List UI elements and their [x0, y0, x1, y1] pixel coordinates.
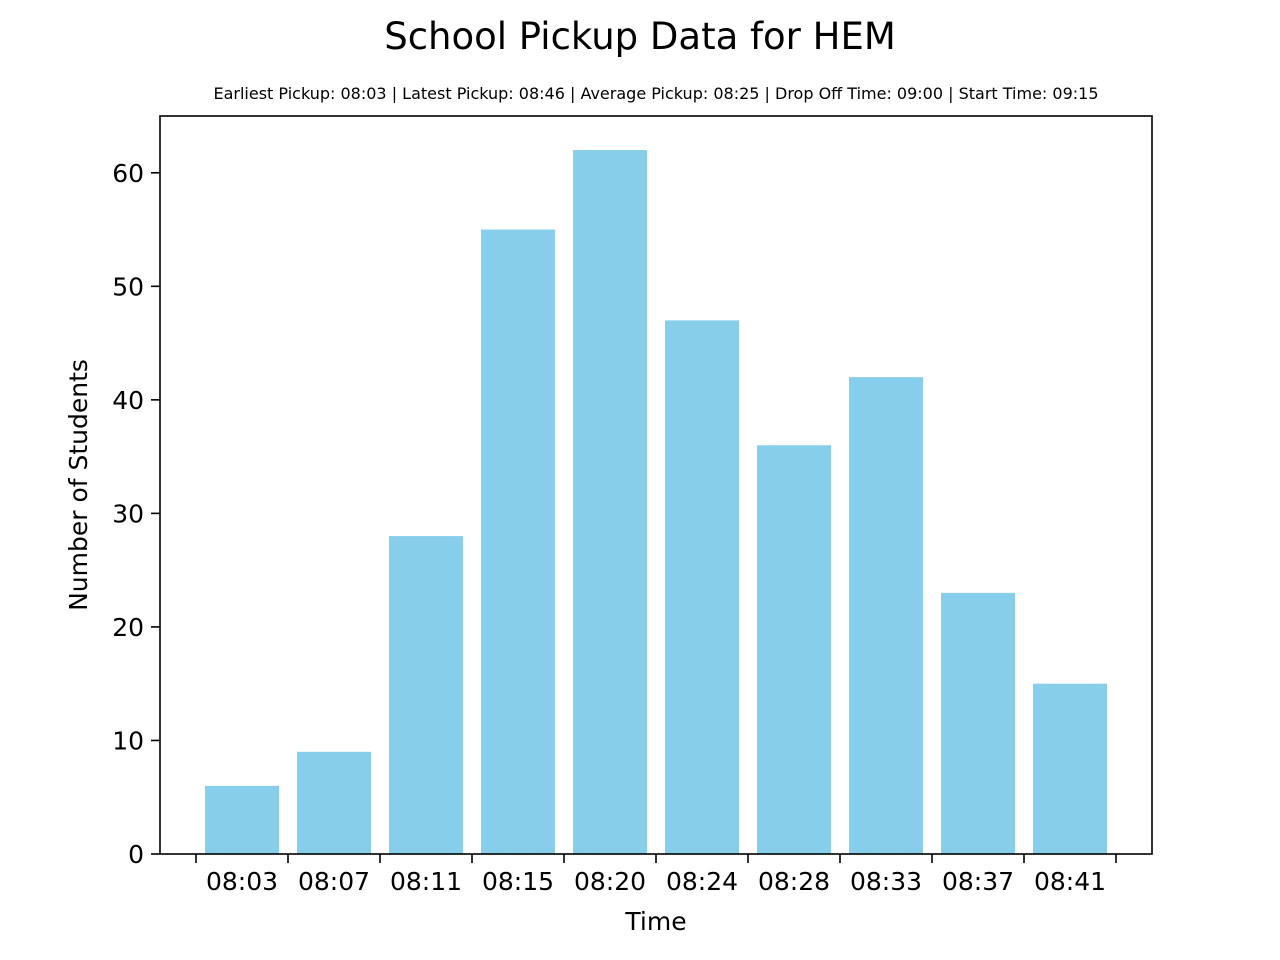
bar-0828: [757, 445, 831, 854]
bar-0841: [1033, 683, 1107, 854]
x-tick-label: 08:41: [1034, 867, 1106, 896]
x-tick-label: 08:28: [758, 867, 830, 896]
bar-0803: [205, 785, 279, 854]
y-tick-label: 10: [112, 726, 144, 755]
bar-0815: [481, 229, 555, 855]
x-tick-label: 08:24: [666, 867, 738, 896]
bar-0824: [665, 320, 739, 854]
bar-0837: [941, 592, 1015, 854]
bar-0811: [389, 536, 463, 854]
x-tick-label: 08:37: [942, 867, 1014, 896]
x-tick-label: 08:03: [206, 867, 278, 896]
x-tick-label: 08:07: [298, 867, 370, 896]
chart-title: School Pickup Data for HEM: [384, 15, 896, 58]
x-tick-label: 08:11: [390, 867, 462, 896]
bar-0807: [297, 751, 371, 854]
y-tick-label: 0: [128, 840, 144, 869]
y-tick-label: 20: [112, 613, 144, 642]
x-tick-label: 08:33: [850, 867, 922, 896]
x-axis-label: Time: [624, 907, 686, 936]
y-tick-label: 50: [112, 272, 144, 301]
bar-0833: [849, 377, 923, 854]
x-axis: 08:03 08:07 08:11 08:15 08:20 08:24 08:28 08:33…: [195, 854, 1117, 896]
bars-group: [205, 150, 1107, 855]
y-axis: 0 10 20 30 40 50 60: [112, 159, 160, 869]
y-axis-label: Number of Students: [64, 359, 93, 611]
y-tick-label: 30: [112, 499, 144, 528]
y-tick-label: 60: [112, 159, 144, 188]
y-tick-label: 40: [112, 386, 144, 415]
chart-subtitle: Earliest Pickup: 08:03 | Latest Pickup: …: [213, 84, 1098, 103]
x-tick-label: 08:20: [574, 867, 646, 896]
x-tick-label: 08:15: [482, 867, 554, 896]
bar-0820: [573, 150, 647, 855]
